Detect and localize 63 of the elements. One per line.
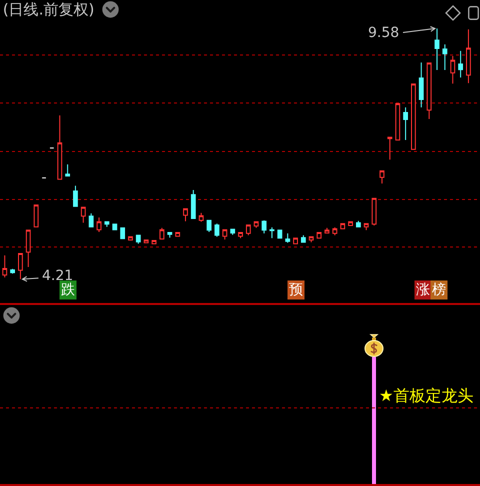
candlestick	[214, 223, 220, 238]
candlestick	[316, 232, 322, 239]
candlestick	[65, 164, 70, 177]
candlestick	[18, 253, 23, 280]
candlestick	[356, 220, 361, 228]
candlestick	[73, 185, 78, 207]
candlestick	[324, 227, 330, 234]
candlestick	[426, 62, 432, 120]
candlestick	[293, 238, 298, 244]
candlestick	[144, 239, 149, 244]
candlestick	[348, 221, 353, 226]
annotation: 4.21	[42, 268, 74, 284]
candlestick	[10, 268, 15, 274]
candlestick	[458, 50, 464, 78]
candlestick	[34, 204, 39, 228]
candlestick	[270, 226, 274, 239]
candlestick	[159, 227, 164, 240]
candlestick	[175, 232, 180, 237]
candlestick	[120, 227, 126, 240]
candlestick	[88, 212, 94, 228]
candlestick	[206, 220, 212, 233]
text: 榜	[432, 282, 446, 298]
candlestick	[418, 62, 424, 108]
candlestick	[262, 220, 267, 234]
candlestick	[230, 228, 236, 236]
candlestick	[277, 230, 282, 239]
candlestick	[466, 28, 471, 84]
candlestick	[364, 223, 369, 231]
candlestick	[167, 232, 172, 238]
candlestick	[434, 28, 440, 71]
candlestick	[238, 232, 243, 239]
candlestick	[57, 114, 62, 180]
candlestick	[128, 236, 133, 240]
candlestick	[80, 206, 86, 224]
candlestick	[300, 234, 306, 243]
annotation: ★首板定龙头	[379, 386, 474, 405]
text: 涨	[416, 282, 430, 298]
candlestick	[387, 136, 392, 160]
candlestick	[372, 198, 377, 226]
candlestick	[395, 103, 400, 141]
chart-title: (日线.前复权)	[2, 0, 94, 18]
candlestick	[26, 230, 31, 268]
candlestick	[183, 208, 188, 222]
text: 预	[289, 282, 303, 298]
text: 跌	[61, 282, 75, 298]
candlestick	[104, 221, 110, 228]
candlestick	[246, 224, 251, 236]
candlestick	[190, 190, 196, 219]
candlestick	[152, 239, 156, 244]
candlestick	[411, 84, 416, 150]
candlestick	[198, 212, 204, 222]
candlestick	[96, 217, 102, 233]
candlestick	[136, 234, 141, 244]
candlestick	[380, 170, 384, 184]
candlestick	[285, 232, 290, 244]
annotation: 9.58	[368, 25, 400, 41]
candlestick	[332, 226, 338, 236]
candlestick	[403, 106, 408, 141]
candlestick	[222, 229, 228, 240]
candlestick	[450, 56, 456, 84]
candlestick	[442, 44, 448, 71]
candlestick	[308, 236, 314, 243]
candlestick	[340, 223, 346, 230]
